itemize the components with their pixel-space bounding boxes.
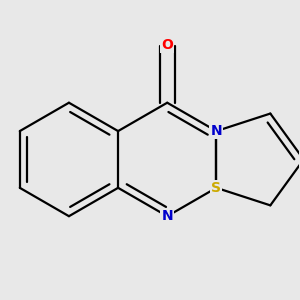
Text: N: N	[161, 209, 173, 223]
Text: O: O	[161, 38, 173, 52]
Text: N: N	[211, 124, 222, 138]
Text: S: S	[212, 181, 221, 195]
